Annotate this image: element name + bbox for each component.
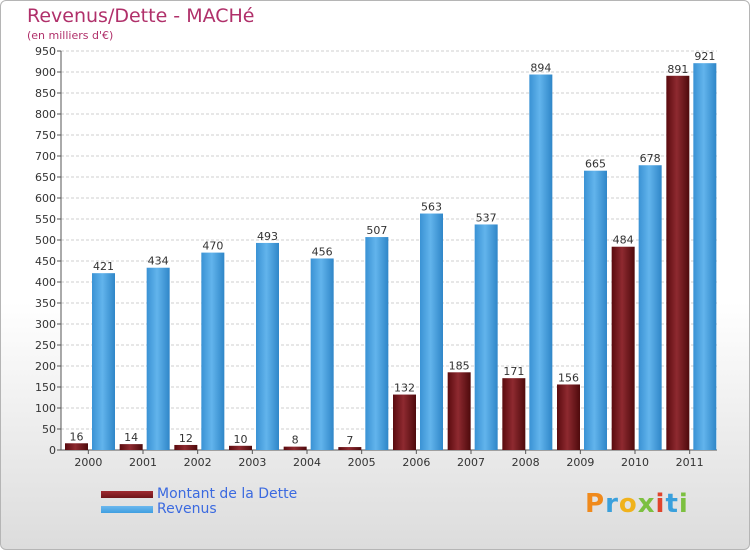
bar-debt — [393, 394, 416, 450]
bar-debt — [611, 246, 635, 450]
x-tick-label: 2007 — [457, 456, 485, 469]
bar-debt — [119, 444, 143, 450]
data-label-revenue: 894 — [530, 62, 551, 75]
data-label-debt: 156 — [558, 371, 579, 384]
y-tick-label: 200 — [35, 360, 56, 373]
legend-label-debt: Montant de la Dette — [157, 486, 298, 502]
bar-revenue — [146, 267, 170, 450]
data-label-debt: 10 — [234, 433, 248, 446]
brand-letter: P — [585, 489, 606, 519]
bar-debt — [174, 444, 198, 450]
x-tick-label: 2004 — [293, 456, 321, 469]
y-tick-label: 100 — [35, 402, 56, 415]
bar-revenue — [365, 237, 389, 450]
y-tick-label: 350 — [35, 297, 56, 310]
bar-debt — [666, 75, 690, 450]
x-tick-label: 2001 — [129, 456, 157, 469]
data-label-debt: 12 — [179, 432, 193, 445]
brand-letter: i — [678, 489, 689, 519]
data-label-debt: 891 — [667, 63, 688, 76]
y-tick-label: 400 — [35, 276, 56, 289]
y-tick-label: 550 — [35, 213, 56, 226]
brand-letter: i — [655, 489, 666, 519]
plot-area — [61, 51, 717, 450]
data-label-revenue: 921 — [694, 50, 715, 63]
y-tick-label: 0 — [49, 444, 56, 457]
bar-debt — [338, 447, 362, 450]
bar-revenue — [201, 252, 225, 450]
y-tick-label: 600 — [35, 192, 56, 205]
brand-letter: t — [665, 489, 679, 519]
bar-revenue — [420, 213, 443, 450]
x-tick-label: 2002 — [184, 456, 212, 469]
x-tick-label: 2000 — [74, 456, 102, 469]
y-tick-label: 250 — [35, 339, 56, 352]
x-tick-label: 2011 — [676, 456, 704, 469]
data-label-debt: 8 — [292, 434, 299, 447]
x-tick-label: 2008 — [512, 456, 540, 469]
brand-letter: x — [637, 489, 656, 519]
bar-revenue — [693, 63, 717, 451]
brand-letter: r — [605, 489, 619, 519]
bar-revenue — [310, 258, 334, 450]
bar-revenue — [474, 224, 498, 450]
legend-label-revenue: Revenus — [157, 501, 217, 517]
bar-debt — [65, 443, 88, 450]
y-tick-label: 750 — [35, 129, 56, 142]
chart-subtitle: (en milliers d'€) — [27, 29, 114, 42]
bar-revenue — [529, 74, 553, 451]
data-label-revenue: 563 — [421, 201, 442, 214]
data-label-revenue: 434 — [148, 255, 169, 268]
legend-swatch-revenue — [101, 506, 153, 513]
data-label-revenue: 678 — [640, 152, 661, 165]
y-tick-label: 700 — [35, 150, 56, 163]
bar-debt — [447, 372, 471, 450]
y-tick-label: 500 — [35, 234, 56, 247]
data-label-revenue: 665 — [585, 158, 606, 171]
data-label-debt: 185 — [449, 359, 470, 372]
bar-debt — [229, 445, 252, 450]
y-tick-label: 900 — [35, 66, 56, 79]
data-label-debt: 14 — [124, 431, 138, 444]
x-tick-label: 2003 — [238, 456, 266, 469]
bar-revenue — [256, 242, 279, 450]
y-tick-label: 300 — [35, 318, 56, 331]
data-label-revenue: 421 — [93, 260, 114, 273]
y-tick-label: 850 — [35, 87, 56, 100]
bar-debt — [557, 384, 580, 450]
x-tick-label: 2006 — [402, 456, 430, 469]
y-tick-label: 800 — [35, 108, 56, 121]
data-label-debt: 16 — [70, 430, 84, 443]
legend-swatch-debt — [101, 491, 153, 498]
y-tick-label: 650 — [35, 171, 56, 184]
data-label-debt: 132 — [394, 382, 415, 395]
bar-debt — [283, 446, 307, 450]
brand-logo: Proxiti — [585, 489, 689, 519]
data-label-debt: 171 — [503, 365, 524, 378]
x-tick-label: 2010 — [621, 456, 649, 469]
bar-revenue — [92, 273, 115, 450]
data-label-debt: 484 — [613, 234, 634, 247]
bar-debt — [502, 378, 526, 450]
data-label-debt: 7 — [346, 434, 353, 447]
brand-letter: o — [618, 489, 638, 519]
data-label-revenue: 470 — [202, 240, 223, 253]
y-tick-label: 950 — [35, 45, 56, 58]
data-label-revenue: 493 — [257, 230, 278, 243]
y-tick-label: 50 — [42, 423, 56, 436]
y-tick-label: 150 — [35, 381, 56, 394]
bar-revenue — [584, 170, 607, 450]
data-label-revenue: 537 — [476, 211, 497, 224]
data-label-revenue: 456 — [312, 245, 333, 258]
data-label-revenue: 507 — [366, 224, 387, 237]
x-tick-label: 2005 — [348, 456, 376, 469]
bar-revenue — [638, 165, 662, 451]
chart-title: Revenus/Dette - MACHé — [27, 5, 255, 27]
x-tick-label: 2009 — [566, 456, 594, 469]
y-tick-label: 450 — [35, 255, 56, 268]
